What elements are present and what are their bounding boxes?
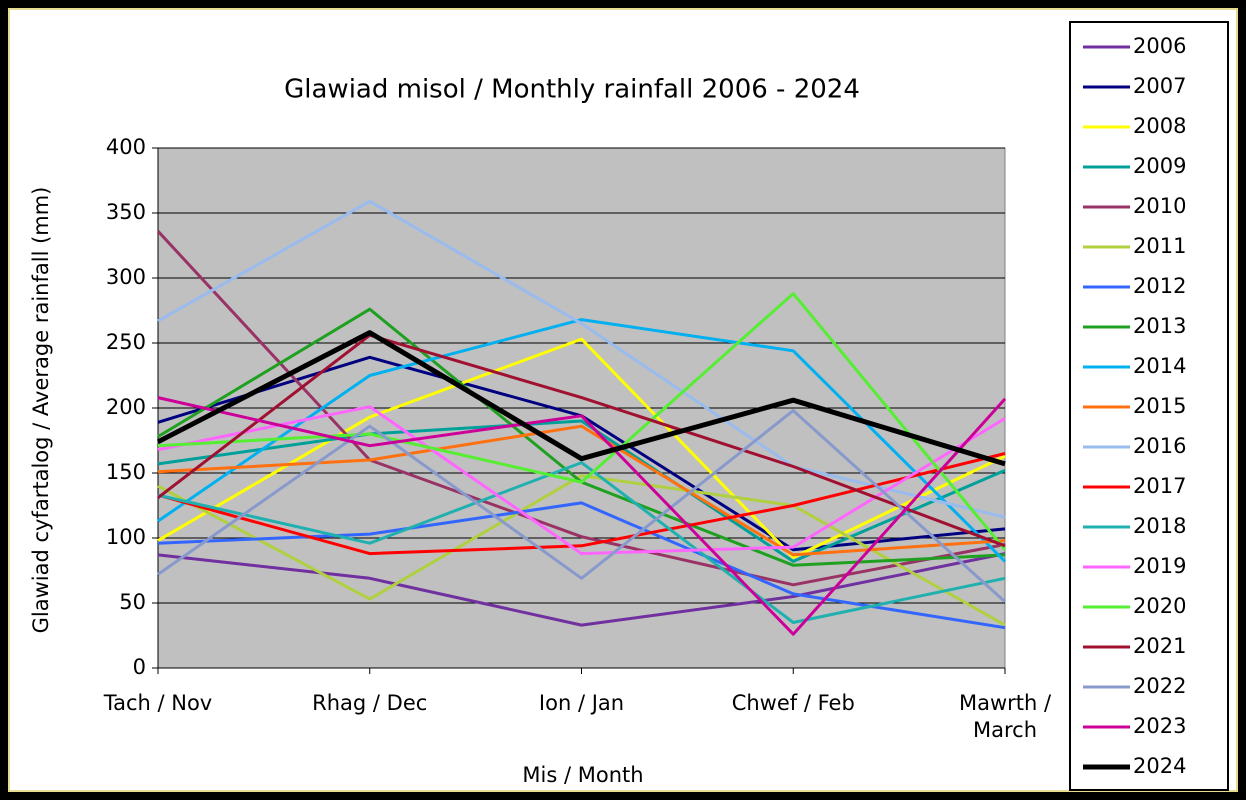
y-tick-label: 400 bbox=[106, 135, 146, 159]
y-tick-label: 250 bbox=[106, 330, 146, 354]
legend-label: 2006 bbox=[1133, 34, 1186, 58]
x-axis-title: Mis / Month bbox=[522, 763, 643, 787]
y-tick-label: 50 bbox=[119, 590, 146, 614]
legend-label: 2019 bbox=[1133, 554, 1186, 578]
x-tick-label: Tach / Nov bbox=[103, 691, 213, 715]
legend-label: 2021 bbox=[1133, 634, 1186, 658]
x-tick-label: Ion / Jan bbox=[538, 691, 625, 715]
series-line bbox=[157, 405, 1006, 556]
legend-label: 2023 bbox=[1133, 714, 1186, 738]
series-line bbox=[157, 337, 1006, 559]
legend-label: 2022 bbox=[1133, 674, 1186, 698]
legend-label: 2009 bbox=[1133, 154, 1186, 178]
series-line bbox=[156, 230, 1006, 587]
series-line bbox=[157, 474, 1006, 627]
x-tick-label: Rhag / Dec bbox=[312, 691, 428, 715]
legend-label: 2017 bbox=[1133, 474, 1186, 498]
legend-label: 2016 bbox=[1133, 434, 1186, 458]
chart-title: Glawiad misol / Monthly rainfall 2006 - … bbox=[284, 75, 860, 105]
legend-label: 2015 bbox=[1133, 394, 1186, 418]
y-tick-label: 100 bbox=[106, 525, 146, 549]
legend-label: 2011 bbox=[1133, 234, 1186, 258]
series-line bbox=[157, 292, 1007, 551]
legend-label: 2014 bbox=[1133, 354, 1186, 378]
series-line bbox=[157, 501, 1006, 630]
series-line bbox=[156, 330, 1006, 467]
legend-label: 2012 bbox=[1133, 274, 1186, 298]
y-tick-label: 350 bbox=[106, 200, 146, 224]
y-tick-label: 150 bbox=[106, 460, 146, 484]
y-tick-label: 200 bbox=[106, 395, 146, 419]
series-line bbox=[157, 452, 1006, 556]
series-line bbox=[157, 552, 1006, 627]
y-tick-label: 0 bbox=[133, 655, 146, 679]
y-tick-label: 300 bbox=[106, 265, 146, 289]
legend-label: 2010 bbox=[1133, 194, 1186, 218]
series-line bbox=[157, 409, 1007, 603]
series-line bbox=[157, 199, 1006, 519]
series-line bbox=[157, 424, 1006, 557]
x-tick-label: Mawrth / March bbox=[958, 691, 1052, 742]
x-tick-label: Chwef / Feb bbox=[731, 691, 855, 715]
legend-label: 2018 bbox=[1133, 514, 1186, 538]
series-line bbox=[157, 396, 1007, 636]
series-line bbox=[157, 419, 1006, 563]
y-axis-title: Glawiad cyfartalog / Average rainfall (m… bbox=[29, 187, 53, 634]
legend-label: 2007 bbox=[1133, 74, 1186, 98]
series-line bbox=[157, 461, 1006, 624]
legend-label: 2020 bbox=[1133, 594, 1186, 618]
legend-label: 2013 bbox=[1133, 314, 1186, 338]
legend-label: 2008 bbox=[1133, 114, 1186, 138]
legend-label: 2024 bbox=[1133, 754, 1186, 778]
series-line bbox=[157, 333, 1006, 548]
